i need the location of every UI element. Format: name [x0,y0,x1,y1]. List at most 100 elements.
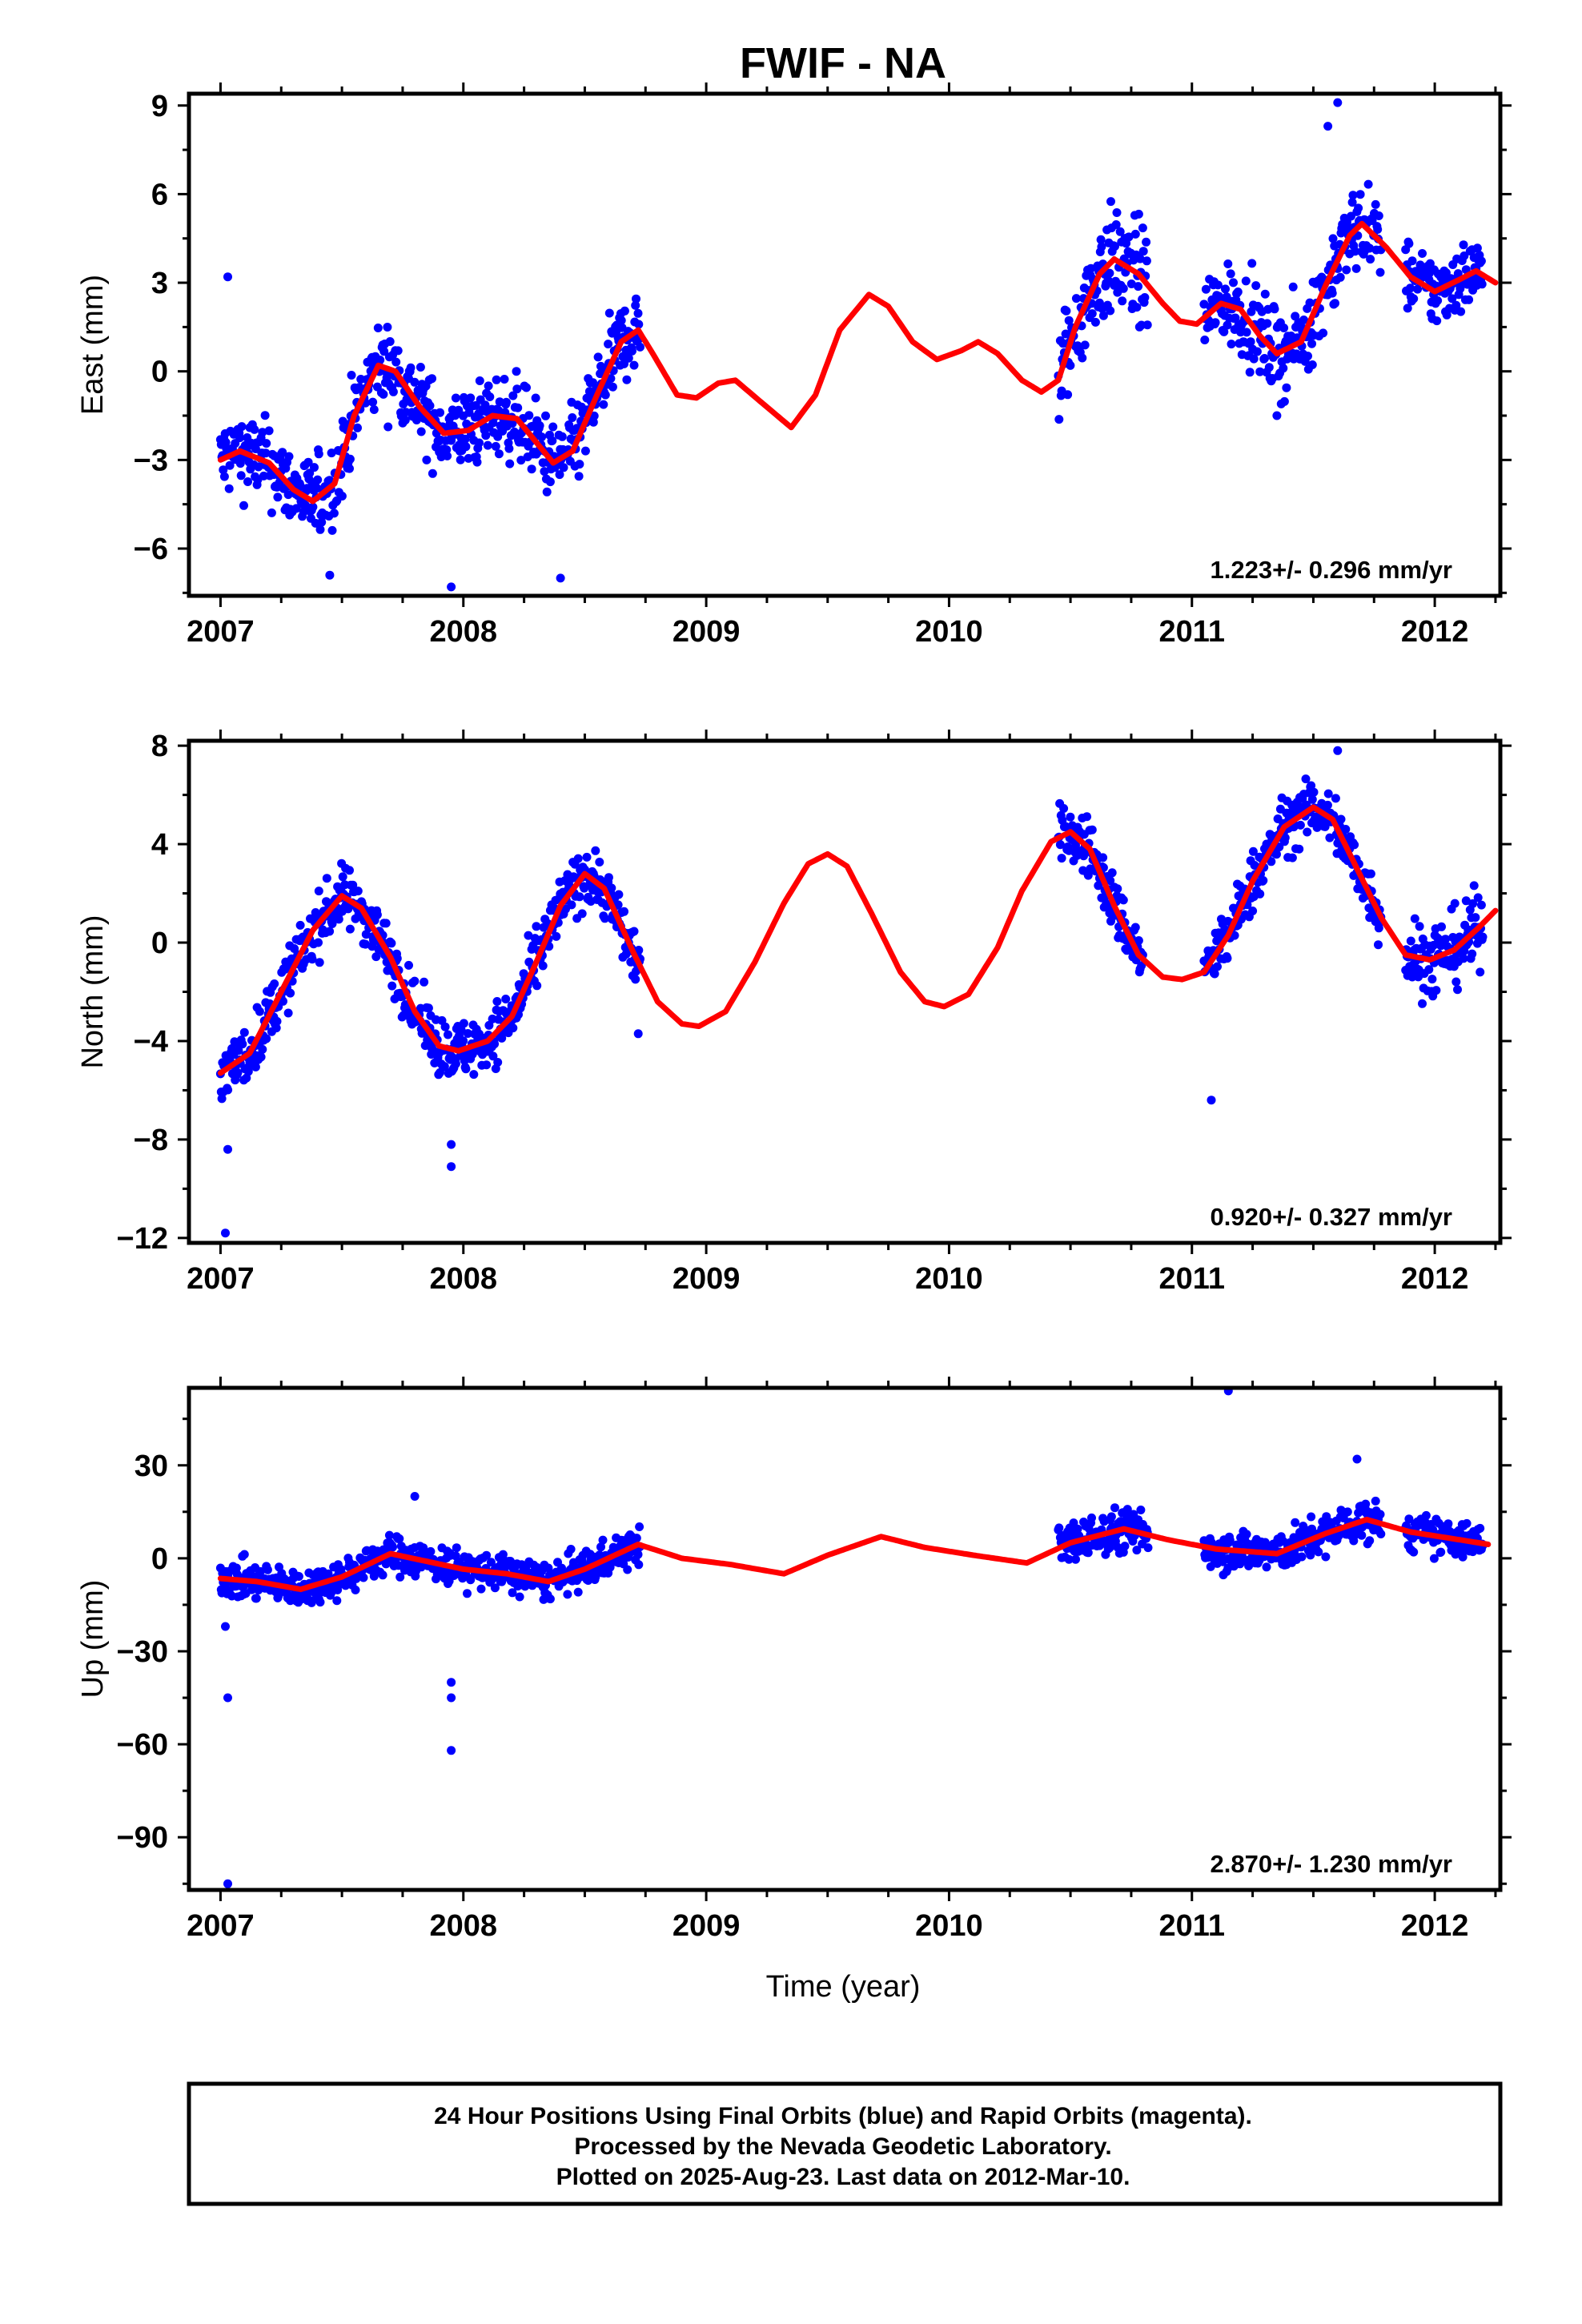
data-point [494,449,504,459]
data-point [1279,364,1288,373]
data-point [1351,263,1361,273]
data-point [600,390,610,400]
y-tick-label: −30 [117,1635,168,1669]
data-point [604,308,614,318]
data-point [391,357,401,367]
data-point [1054,415,1064,424]
data-point [372,910,382,919]
data-point [314,938,323,947]
data-point [1297,1552,1307,1562]
data-point [302,484,311,493]
data-point [1213,280,1223,290]
outlier-point [447,582,456,592]
data-point [1406,936,1415,946]
data-point [1348,191,1358,200]
data-point [537,432,547,442]
data-point [575,892,584,902]
data-point [1357,1530,1367,1540]
data-point [545,1594,555,1604]
x-tick-label: 2010 [915,1262,983,1296]
data-point [634,320,644,329]
panel-frame [187,91,1503,598]
data-point [596,1542,605,1552]
data-point [334,915,343,924]
data-point [383,422,393,432]
y-tick-label: 6 [151,178,168,211]
data-point [1098,311,1108,320]
outlier-point [221,1622,230,1631]
data-point [1143,1543,1153,1553]
data-point [1132,303,1142,312]
data-point [258,1044,267,1054]
data-point [460,434,470,444]
data-point [1106,306,1115,316]
data-point [1325,833,1335,842]
data-point [243,1067,253,1076]
data-point [1374,211,1383,220]
data-point [459,1036,468,1046]
data-point [262,1034,271,1043]
data-point [1461,896,1471,906]
data-point [532,981,542,991]
data-point [426,1546,436,1556]
data-point [1120,1542,1130,1551]
data-point [469,1070,479,1080]
data-point [1323,800,1332,810]
data-point [1064,316,1074,325]
data-point [225,460,235,470]
data-point [428,468,437,478]
model-curve [217,1517,1492,1593]
data-point [607,883,616,893]
footer-box: 24 Hour Positions Using Final Orbits (bl… [187,2081,1503,2206]
data-point [385,337,395,346]
y-tick-label: −3 [134,444,168,477]
data-point [1223,259,1233,268]
data-point [368,397,378,407]
data-point [488,1051,498,1061]
x-tick-label: 2009 [673,1262,741,1296]
data-point [531,393,540,403]
data-point [505,459,515,468]
x-tick-label: 2008 [429,615,497,649]
data-point [527,464,536,474]
x-tick-label: 2011 [1159,615,1225,649]
data-point [1130,229,1140,239]
outlier-point [556,573,565,583]
data-point [1477,279,1487,289]
outlier-point [1272,411,1282,420]
data-point [375,356,385,364]
data-point [393,346,403,356]
data-point [1299,316,1308,324]
data-point [456,455,465,464]
data-point [387,981,397,991]
data-point [323,1569,333,1578]
data-point [1404,239,1414,248]
model-curve [217,220,1499,505]
data-point [1138,223,1147,233]
y-tick-label: −8 [134,1124,168,1157]
data-point [1336,814,1346,824]
data-point [379,347,389,356]
data-point [1263,319,1272,328]
data-point [284,452,294,461]
data-point [515,1592,524,1602]
data-point [1057,854,1066,863]
data-point [1452,300,1461,310]
data-point [598,1535,608,1545]
x-tick-label: 2009 [673,615,741,649]
data-point [1249,354,1259,364]
data-point [444,1030,452,1039]
data-point [512,367,521,376]
data-point [1142,237,1151,247]
data-point [632,294,640,304]
data-point [623,1565,632,1574]
data-point [475,376,484,385]
data-point [1442,310,1452,320]
data-point [1066,360,1075,370]
data-point [1142,256,1151,266]
data-point [476,1584,486,1594]
data-point [1242,328,1251,337]
outlier-point [325,570,335,580]
data-point [1225,1535,1235,1545]
data-point [1375,1510,1385,1519]
